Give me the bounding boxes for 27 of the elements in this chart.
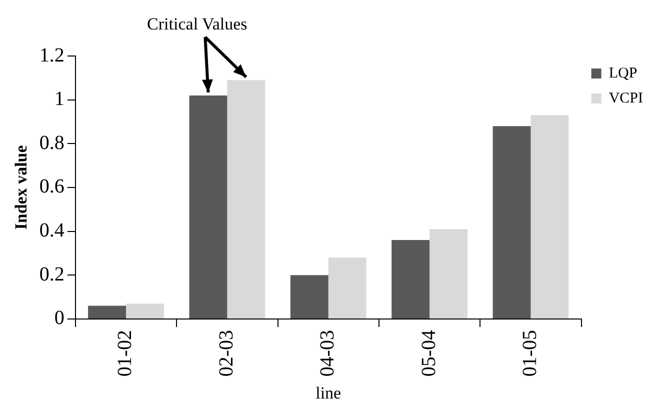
y-axis-title: Index value <box>12 144 31 230</box>
bar <box>189 95 228 318</box>
bar <box>430 229 468 318</box>
y-tick-label: 1.2 <box>39 44 64 66</box>
bar <box>530 115 569 318</box>
x-tick-label: 04-03 <box>316 330 339 377</box>
y-tick-label: 0.6 <box>39 176 64 198</box>
legend-label: VCPI <box>608 90 644 106</box>
bar <box>328 258 366 318</box>
bar <box>392 240 430 318</box>
y-tick-label: 0.2 <box>39 263 64 286</box>
x-tick-label: 01-02 <box>114 330 136 377</box>
x-tick-label: 01-05 <box>518 330 541 377</box>
x-axis-title: line <box>316 383 342 402</box>
y-tick-label: 0.4 <box>39 220 64 242</box>
y-tick-label: 1 <box>54 88 64 110</box>
x-tick-label: 05-04 <box>418 330 440 377</box>
bar <box>290 275 328 318</box>
bar <box>88 306 126 318</box>
x-tick-label: 02-03 <box>215 330 238 377</box>
bar <box>492 126 531 318</box>
bar <box>126 304 164 318</box>
legend-label: LQP <box>608 65 638 82</box>
annotation: Critical Values <box>147 14 248 34</box>
bar <box>227 80 266 318</box>
y-tick-label: 0 <box>54 307 64 330</box>
y-tick-label: 0.8 <box>39 132 64 154</box>
